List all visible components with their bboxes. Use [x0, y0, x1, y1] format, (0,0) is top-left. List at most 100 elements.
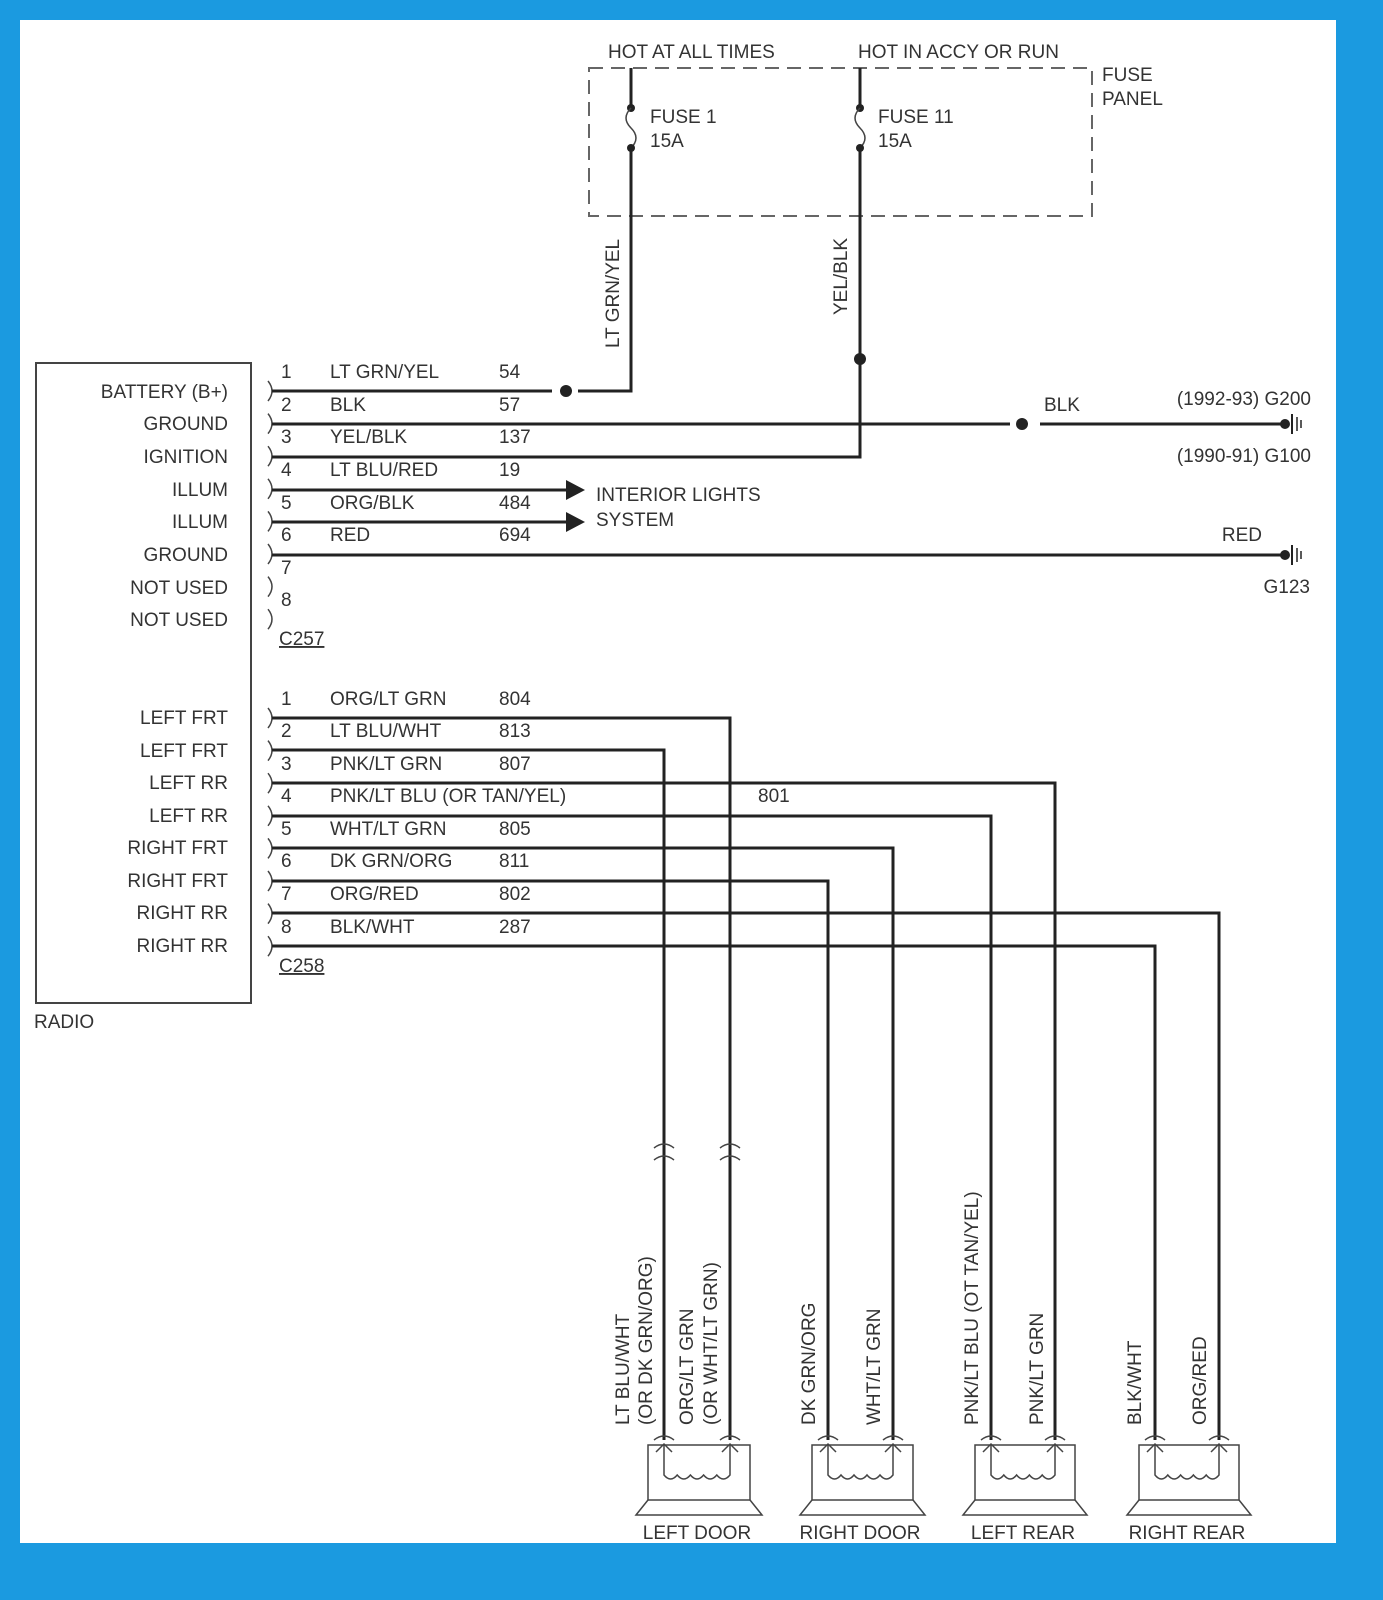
connector-pin-icon	[267, 608, 273, 630]
speaker-icon	[798, 1435, 927, 1516]
arrow-icon	[566, 512, 585, 532]
fuse-panel-outline	[588, 67, 1093, 217]
fuse-11-name: FUSE 11	[878, 107, 954, 128]
wire-color: PNK/LT BLU (OR TAN/YEL)	[330, 786, 566, 807]
ground-g123-label: G123	[1264, 577, 1310, 598]
fuse-1-wire-label: LT GRN/YEL	[603, 239, 624, 348]
arrow-icon	[566, 480, 585, 500]
radio-pin-label: LEFT RR	[149, 806, 228, 827]
blk-label: BLK	[1044, 395, 1080, 416]
radio-label: RADIO	[34, 1012, 94, 1033]
wire-color: LT BLU/WHT	[330, 721, 442, 742]
pin-number: 2	[281, 395, 292, 416]
fuse-1-name: FUSE 1	[650, 107, 717, 128]
circuit-number: 137	[499, 427, 531, 448]
speaker-name: RIGHT DOOR	[799, 1523, 920, 1544]
speaker-names: LEFT DOOR RIGHT DOOR LEFT REAR RIGHT REA…	[643, 1523, 1246, 1544]
speaker-wire-label: DK GRN/ORG	[799, 1303, 820, 1425]
speaker-icon	[1125, 1435, 1253, 1516]
wire-807	[272, 781, 1057, 1440]
radio-pin-label: GROUND	[144, 414, 228, 435]
wire-color: ORG/BLK	[330, 493, 415, 514]
radio-pin-label: ILLUM	[172, 480, 228, 501]
wire-color: LT GRN/YEL	[330, 362, 439, 383]
pin-number: 6	[281, 851, 292, 872]
splice-dot	[1016, 418, 1028, 430]
ground-icon	[1280, 545, 1302, 565]
pin-number: 4	[281, 460, 292, 481]
circuit-number: 811	[499, 851, 529, 872]
pin-number: 8	[281, 917, 292, 938]
circuit-number: 807	[499, 754, 531, 775]
circuit-number: 801	[758, 786, 790, 807]
radio-pin-label: NOT USED	[130, 610, 228, 631]
hot-in-accy-label: HOT IN ACCY OR RUN	[858, 42, 1059, 63]
pin-number: 4	[281, 786, 292, 807]
wire-color: BLK/WHT	[330, 917, 415, 938]
speaker-wire-label: ORG/RED	[1190, 1336, 1211, 1425]
radio-pin-label: RIGHT FRT	[127, 871, 228, 892]
speaker-wire-label: PNK/LT BLU (OT TAN/YEL)	[962, 1191, 983, 1425]
speaker-name: LEFT REAR	[971, 1523, 1075, 1544]
radio-pin-label: RIGHT RR	[137, 936, 228, 957]
wire-811	[272, 879, 830, 1440]
radio-pin-label: LEFT FRT	[140, 708, 228, 729]
pin-number: 8	[281, 590, 292, 611]
splice-dot	[854, 353, 866, 365]
fuse-1-rating: 15A	[650, 131, 684, 152]
speaker-wire-label: (OR DK GRN/ORG)	[636, 1256, 657, 1425]
radio-pin-label: LEFT RR	[149, 773, 228, 794]
circuit-number: 802	[499, 884, 531, 905]
circuit-number: 804	[499, 689, 531, 710]
wire-805	[272, 846, 895, 1440]
inline-connector-icon	[653, 1143, 741, 1161]
circuit-number: 54	[499, 362, 521, 383]
circuit-number: 287	[499, 917, 531, 938]
radio-pin-label: BATTERY (B+)	[101, 382, 228, 403]
interior-lights-label: INTERIOR LIGHTS	[596, 485, 761, 506]
pin-number: 5	[281, 819, 292, 840]
pin-number: 3	[281, 427, 292, 448]
wire-color: WHT/LT GRN	[330, 819, 446, 840]
circuit-number: 805	[499, 819, 531, 840]
c258-label: C258	[279, 956, 324, 977]
circuit-number: 813	[499, 721, 531, 742]
radio-pin-labels-c257: BATTERY (B+) GROUND IGNITION ILLUM ILLUM…	[101, 382, 228, 631]
speaker-wire-label: WHT/LT GRN	[864, 1309, 885, 1425]
radio-pin-label: LEFT FRT	[140, 741, 228, 762]
connector-c258: C258 1 ORG/LT GRN 804 2 LT BLU/WHT 813 3…	[267, 689, 1221, 1440]
speaker-icon	[961, 1435, 1089, 1516]
wire-color: RED	[330, 525, 370, 546]
splice-dot	[560, 385, 572, 397]
fuse-panel-label: FUSE	[1102, 65, 1153, 86]
connector-pin-icon	[267, 576, 273, 598]
wire-color: LT BLU/RED	[330, 460, 438, 481]
fuse-panel: HOT AT ALL TIMES HOT IN ACCY OR RUN FUSE…	[588, 42, 1163, 217]
pin-number: 7	[281, 884, 292, 905]
speaker-wire-label: PNK/LT GRN	[1027, 1313, 1048, 1425]
wire-color: ORG/RED	[330, 884, 419, 905]
pin-number: 1	[281, 689, 292, 710]
radio-pin-labels-c258: LEFT FRT LEFT FRT LEFT RR LEFT RR RIGHT …	[127, 708, 228, 957]
wire-813	[272, 748, 666, 1440]
radio-pin-label: GROUND	[144, 545, 228, 566]
wire-color: BLK	[330, 395, 366, 416]
wire-color: YEL/BLK	[330, 427, 407, 448]
speaker-wire-label: (OR WHT/LT GRN)	[701, 1262, 722, 1425]
ground-g200-label: (1992-93) G200	[1177, 389, 1311, 410]
c257-label: C257	[279, 629, 324, 650]
wire-804	[272, 716, 732, 1440]
red-label: RED	[1222, 525, 1262, 546]
ground-g100-label: (1990-91) G100	[1177, 446, 1311, 467]
wire-137	[272, 216, 862, 459]
wire-color: PNK/LT GRN	[330, 754, 442, 775]
pin-number: 5	[281, 493, 292, 514]
radio-pin-label: NOT USED	[130, 578, 228, 599]
radio-pin-label: IGNITION	[144, 447, 228, 468]
fuse-11-wire-label: YEL/BLK	[831, 238, 852, 315]
speaker-wire-labels: LT BLU/WHT (OR DK GRN/ORG) ORG/LT GRN (O…	[613, 1191, 1211, 1425]
pin-number: 6	[281, 525, 292, 546]
connector-c257: C257 1 LT GRN/YEL 54 2 BLK 57 3 YEL/BLK …	[267, 148, 1311, 650]
pin-number: 7	[281, 558, 292, 579]
wire-color: DK GRN/ORG	[330, 851, 452, 872]
